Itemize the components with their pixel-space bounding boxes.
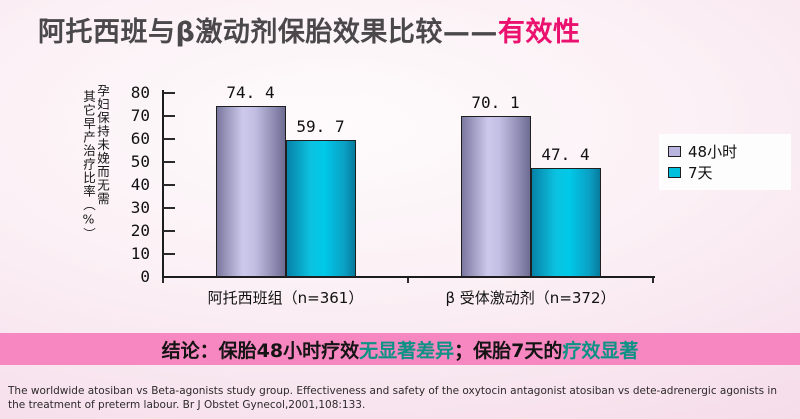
conclusion-highlight-2: 疗效显著	[562, 339, 639, 362]
y-tick-label: 0	[140, 267, 150, 286]
x-category-label: 阿托西班组（n=361）	[207, 289, 364, 307]
y-tick-label: 20	[130, 221, 150, 240]
conclusion-band: 结论：保胎48小时疗效 无显著差异 ；保胎7天的 疗效显著	[0, 333, 800, 365]
y-tick-mark	[163, 184, 175, 186]
bar-value-label: 70. 1	[471, 93, 520, 112]
y-axis-title-line1: 孕妇保持未娩而无需	[95, 84, 110, 206]
y-axis-title: 孕妇保持未娩而无需 其它早产治疗比率（%）	[81, 84, 110, 241]
x-axis-line	[162, 276, 655, 278]
legend-swatch-7d	[668, 167, 681, 178]
bar-value-label: 59. 7	[296, 117, 345, 136]
bar-value-label: 47. 4	[541, 145, 590, 164]
y-tick-label: 80	[130, 83, 150, 102]
citation-text: The worldwide atosiban vs Beta-agonists …	[8, 385, 777, 412]
x-tick-mark	[407, 278, 409, 283]
legend-label-48h: 48小时	[688, 143, 738, 161]
chart-legend: 48小时 7天	[659, 134, 791, 190]
x-category-label: β 受体激动剂（n=372）	[445, 289, 616, 307]
y-tick-mark	[163, 115, 175, 117]
bar-value-label: 74. 4	[226, 83, 275, 102]
y-tick-mark	[163, 207, 175, 209]
legend-item-7d: 7天	[668, 162, 782, 183]
bar-48小时-1	[215, 106, 286, 277]
y-axis-title-line2: 其它早产治疗比率（%）	[81, 90, 96, 241]
slide-title: 阿托西班与β激动剂保胎效果比较——有效性	[38, 10, 580, 49]
y-tick-mark	[163, 138, 175, 140]
bar-7天-1	[285, 140, 356, 277]
conclusion-text-1: 结论：保胎48小时疗效	[161, 339, 360, 362]
y-tick-label: 60	[130, 129, 150, 148]
legend-label-7d: 7天	[688, 164, 713, 182]
y-tick-mark	[163, 92, 175, 94]
slide-title-main: 阿托西班与β激动剂保胎效果比较——	[38, 17, 498, 48]
legend-swatch-48h	[668, 146, 681, 157]
y-tick-mark	[163, 161, 175, 163]
y-tick-label: 10	[130, 244, 150, 263]
bar-48小时-2	[460, 116, 531, 277]
conclusion-highlight-1: 无显著差异	[359, 339, 455, 362]
y-tick-label: 50	[130, 152, 150, 171]
y-tick-label: 40	[130, 175, 150, 194]
slide-title-accent: 有效性	[497, 17, 581, 48]
y-tick-label: 30	[130, 198, 150, 217]
x-tick-mark	[652, 278, 654, 283]
legend-item-48h: 48小时	[668, 141, 782, 162]
y-tick-label: 70	[130, 106, 150, 125]
y-tick-mark	[163, 253, 175, 255]
x-tick-mark	[162, 278, 164, 283]
conclusion-text-2: ；保胎7天的	[454, 339, 563, 362]
bar-7天-2	[530, 168, 601, 277]
y-tick-mark	[163, 230, 175, 232]
